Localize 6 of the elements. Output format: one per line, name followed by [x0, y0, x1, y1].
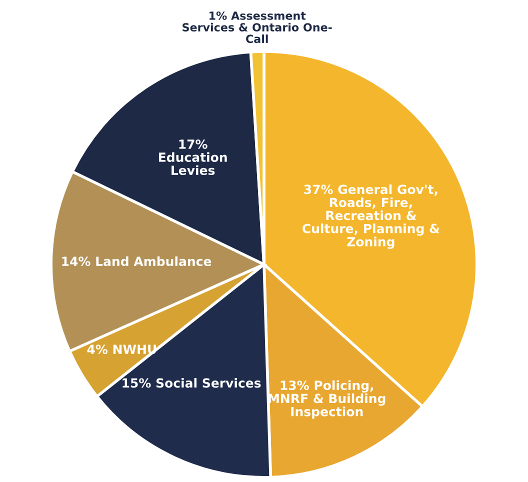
slice-label: 15% Social Services — [122, 378, 261, 388]
slice-label: 37% General Gov't, Roads, Fire, Recreation & Culture, Planning & Zoning — [302, 184, 440, 249]
slice-label: 17% Education Levies — [158, 139, 227, 176]
slice-label: 14% Land Ambulance — [62, 256, 212, 266]
slice-label: 1% Assessment Services & Ontario One- Call — [182, 11, 332, 44]
slice-label: 13% Policing, MNRF & Building Inspection — [268, 380, 386, 419]
